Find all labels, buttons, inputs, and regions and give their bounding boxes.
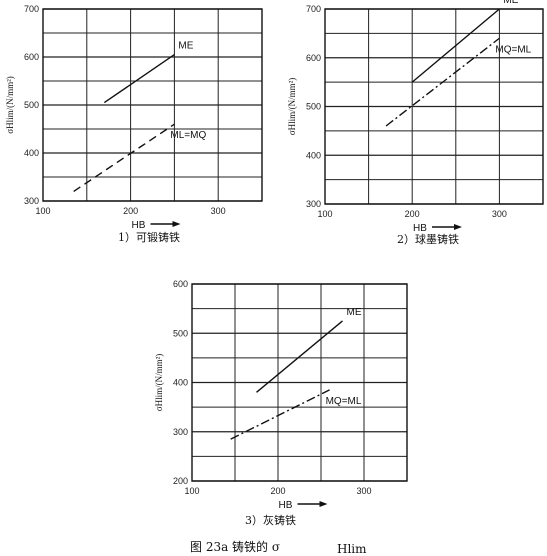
x-axis-arrow-head — [454, 224, 462, 230]
x-axis-arrow-head — [319, 501, 328, 507]
series-label: ME — [503, 0, 518, 6]
y-tick-label: 400 — [173, 378, 188, 388]
x-tick-label: 300 — [492, 209, 507, 219]
figure-caption-subscript: Hlim — [337, 542, 367, 556]
y-axis-label: σHlim/(N/mm²) — [5, 76, 15, 134]
y-tick-label: 700 — [306, 4, 321, 14]
chart-2: 300 400 500 600 700 100 200 300 σHlim/(N/mm²) HB M… — [287, 0, 544, 246]
y-axis-label: σHlim/(N/mm²) — [154, 354, 164, 412]
plot-frame — [324, 8, 544, 205]
chart-1: 300 400 500 600 700 100 200 300 σHlim/(N/mm²) HB M… — [5, 4, 263, 244]
y-tick-label: 500 — [24, 100, 39, 110]
series-label: ME — [347, 307, 362, 318]
series-line-mq-ml — [385, 37, 500, 127]
x-tick-label: 200 — [405, 209, 420, 219]
y-tick-label: 500 — [306, 102, 321, 112]
series-label: ML=MQ — [170, 130, 206, 141]
y-tick-label: 600 — [306, 53, 321, 63]
x-tick-label: 300 — [211, 206, 226, 216]
y-tick-label: 600 — [24, 52, 39, 62]
x-axis-label: HB — [279, 500, 293, 511]
series-line-me — [103, 54, 175, 104]
x-tick-label: 100 — [184, 486, 199, 496]
chart-caption: 1）可锻铸铁 — [118, 230, 180, 244]
x-axis-label: HB — [413, 223, 427, 234]
x-tick-label: 100 — [35, 206, 50, 216]
x-axis-arrow-head — [172, 221, 181, 227]
series-label: MQ=ML — [326, 396, 362, 407]
y-tick-label: 300 — [24, 196, 39, 206]
series-label: MQ=ML — [495, 44, 531, 55]
y-tick-label: 300 — [306, 199, 321, 209]
chart-caption: 3）灰铸铁 — [245, 513, 296, 527]
y-tick-label: 300 — [173, 427, 188, 437]
x-tick-label: 300 — [356, 486, 371, 496]
series-line-me — [411, 8, 500, 83]
x-tick-label: 200 — [123, 206, 138, 216]
y-tick-label: 400 — [24, 148, 39, 158]
y-tick-label: 400 — [306, 150, 321, 160]
y-tick-label: 200 — [173, 476, 188, 486]
x-tick-label: 100 — [317, 209, 332, 219]
x-tick-label: 200 — [270, 486, 285, 496]
chart-caption: 2）球墨铸铁 — [397, 232, 459, 246]
series-line-me — [256, 320, 343, 393]
series-line-ml-mq — [73, 123, 175, 192]
y-tick-label: 500 — [173, 328, 188, 338]
plot-frame — [191, 283, 408, 482]
y-axis-label: σHlim/(N/mm²) — [287, 78, 297, 136]
series-label: ME — [178, 41, 193, 52]
y-tick-label: 600 — [173, 279, 188, 289]
figure-caption: 图 23a 铸铁的 σ — [190, 539, 280, 554]
y-tick-label: 700 — [24, 4, 39, 14]
x-axis-label: HB — [132, 220, 146, 231]
series-line-mq-ml — [230, 389, 330, 440]
plot-frame — [42, 8, 263, 202]
